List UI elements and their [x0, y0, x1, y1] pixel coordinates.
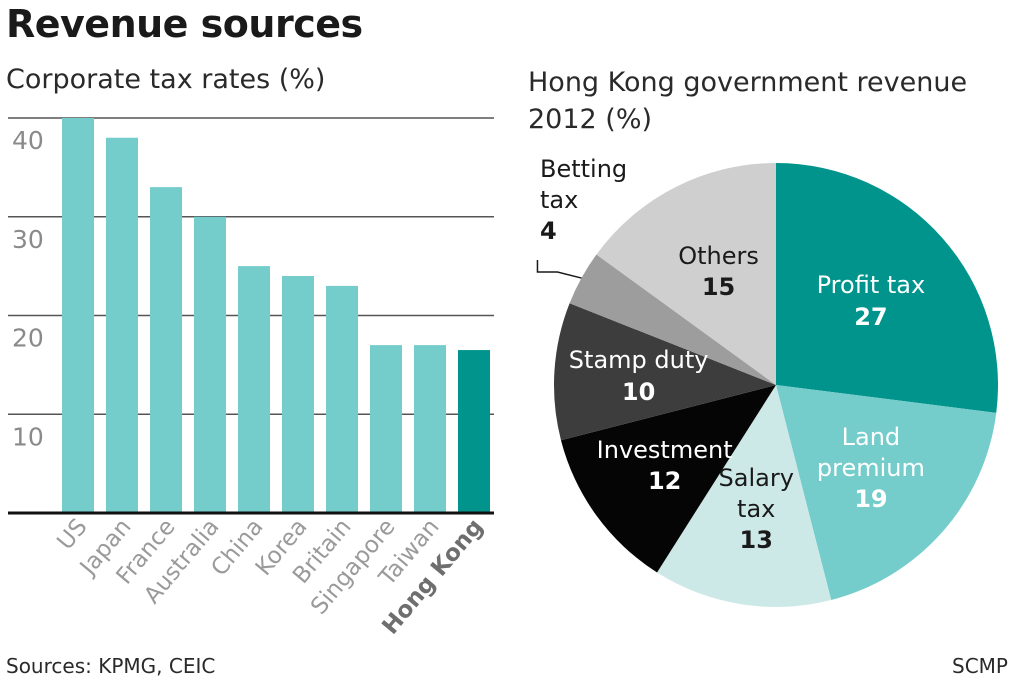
- pie-label-profit-tax: Profit tax 27: [817, 270, 926, 332]
- credit: SCMP: [952, 654, 1008, 678]
- bar-hong-kong: [458, 350, 490, 513]
- pie-label-text: Salary: [718, 464, 794, 493]
- pie-slice-profit-tax: [776, 163, 998, 413]
- pie-label-text: Others: [678, 242, 759, 271]
- pie-label-investment: Investment 12: [597, 435, 733, 497]
- pie-label-betting-tax: Betting tax 4: [540, 154, 627, 248]
- bar-us: [62, 118, 94, 513]
- pie-slice-others: [596, 163, 776, 385]
- bar-chart-title: Corporate tax rates (%): [6, 64, 326, 95]
- y-tick-label-40: 40: [12, 126, 44, 155]
- bar-australia: [194, 216, 226, 513]
- pie-chart: [536, 163, 998, 607]
- source-note: Sources: KPMG, CEIC: [6, 654, 216, 678]
- bar-china: [238, 266, 270, 513]
- pie-value: 27: [854, 302, 888, 331]
- pie-label-text: Stamp duty: [568, 346, 709, 375]
- main-title: Revenue sources: [6, 2, 363, 46]
- pie-label-text: tax: [540, 186, 579, 215]
- y-tick-label-30: 30: [12, 225, 44, 254]
- bar-singapore: [370, 345, 402, 513]
- betting-tax-leader-line: [536, 260, 582, 279]
- pie-label-text: Investment: [596, 435, 733, 464]
- pie-label-stamp-duty: Stamp duty 10: [569, 345, 709, 407]
- pie-label-text: Profit tax: [816, 271, 926, 300]
- pie-slice-betting-tax: [569, 254, 776, 385]
- pie-label-text: premium: [816, 454, 925, 483]
- pie-label-salary-tax: Salary tax 13: [719, 463, 794, 557]
- pie-label-land-premium: Land premium 19: [817, 422, 925, 516]
- pie-value: 13: [739, 526, 773, 555]
- pie-value: 15: [701, 273, 736, 302]
- bar-britain: [326, 285, 358, 513]
- pie-label-text: Land: [841, 422, 901, 451]
- pie-value: 19: [854, 485, 888, 514]
- pie-label-text: tax: [737, 495, 776, 524]
- y-tick-label-10: 10: [12, 422, 44, 451]
- pie-value: 4: [540, 217, 557, 246]
- pie-slice-stamp-duty: [554, 303, 776, 441]
- bar-korea: [282, 276, 314, 513]
- bar-chart: USJapanFranceAustraliaChinaKoreaBritainS…: [8, 117, 494, 640]
- bar-france: [150, 187, 182, 513]
- pie-value: 10: [621, 377, 656, 406]
- pie-chart-title: Hong Kong government revenue 2012 (%): [528, 67, 968, 135]
- y-tick-label-20: 20: [12, 324, 44, 353]
- bar-taiwan: [414, 345, 446, 513]
- pie-slice-investment: [560, 385, 776, 573]
- pie-slice-salary-tax: [657, 385, 832, 607]
- pie-label-text: Betting: [540, 155, 628, 183]
- pie-label-others: Others 15: [678, 241, 759, 303]
- pie-slice-land-premium: [776, 385, 997, 601]
- bar-japan: [106, 137, 138, 513]
- pie-value: 12: [647, 466, 682, 495]
